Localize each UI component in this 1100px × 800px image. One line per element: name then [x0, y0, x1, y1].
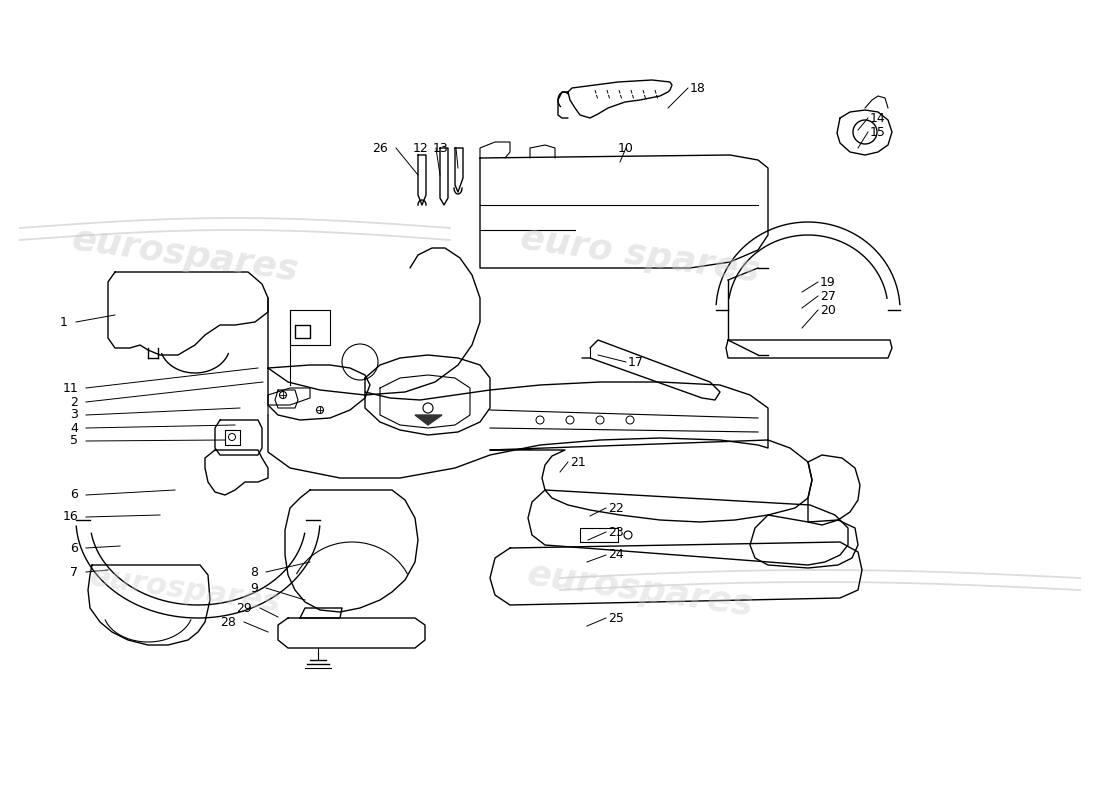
Text: euro spares: euro spares — [518, 222, 762, 289]
Polygon shape — [415, 415, 442, 425]
Text: 29: 29 — [236, 602, 252, 614]
Text: eurospares: eurospares — [88, 562, 283, 618]
Text: 28: 28 — [220, 615, 236, 629]
Text: 12: 12 — [412, 142, 428, 154]
Text: 4: 4 — [70, 422, 78, 434]
Text: 27: 27 — [820, 290, 836, 302]
Text: 8: 8 — [250, 566, 258, 578]
Text: 26: 26 — [372, 142, 388, 154]
Text: 16: 16 — [63, 510, 78, 523]
Text: 21: 21 — [570, 455, 585, 469]
Text: 19: 19 — [820, 275, 836, 289]
Text: 13: 13 — [432, 142, 448, 154]
Text: 5: 5 — [70, 434, 78, 447]
Text: 3: 3 — [70, 409, 78, 422]
Text: 25: 25 — [608, 611, 624, 625]
Text: eurospares: eurospares — [69, 222, 300, 288]
Text: 15: 15 — [870, 126, 886, 138]
Text: 22: 22 — [608, 502, 624, 514]
Text: 23: 23 — [608, 526, 624, 538]
Text: 2: 2 — [70, 395, 78, 409]
Text: 11: 11 — [63, 382, 78, 394]
Text: 9: 9 — [250, 582, 258, 594]
Text: 18: 18 — [690, 82, 706, 94]
Text: 6: 6 — [70, 489, 78, 502]
Text: eurospares: eurospares — [525, 558, 756, 622]
Text: 20: 20 — [820, 303, 836, 317]
Text: 6: 6 — [70, 542, 78, 554]
Text: 17: 17 — [628, 355, 643, 369]
Text: 14: 14 — [870, 111, 886, 125]
Text: 1: 1 — [60, 315, 68, 329]
Text: 10: 10 — [618, 142, 634, 154]
Text: 24: 24 — [608, 549, 624, 562]
Text: 7: 7 — [70, 566, 78, 578]
